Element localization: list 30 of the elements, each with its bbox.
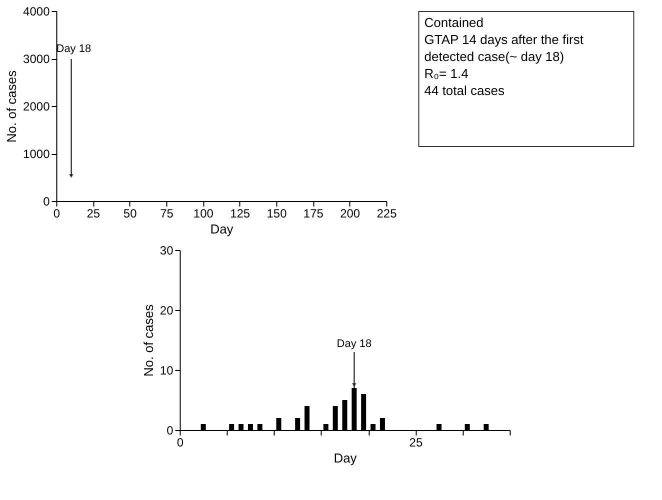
text: Contained <box>424 15 484 30</box>
text: R₀= 1.4 <box>424 66 468 81</box>
text: GTAP 14 days after the first detected case(~ day 18) <box>424 32 584 64</box>
x-tick-label: 225 <box>376 206 398 220</box>
x-tick-label: 200 <box>340 206 360 220</box>
y-tick-label: 2000 <box>23 100 50 114</box>
y-tick-label: 1000 <box>23 147 50 161</box>
y-tick-label: 0 <box>43 194 50 208</box>
x-axis-title: Day <box>210 222 234 236</box>
x-tick-label: 75 <box>160 206 174 220</box>
annotation: Day 18 <box>56 43 92 55</box>
x-axis-title: Day <box>334 450 358 466</box>
x-tick-label: 25 <box>409 436 423 450</box>
x-tick-label: 150 <box>266 206 288 220</box>
x-tick-label: 0 <box>53 206 60 220</box>
y-tick-label: 10 <box>160 364 174 378</box>
x-tick-label: 100 <box>193 206 214 220</box>
annotation: Day 18 <box>336 338 372 350</box>
x-tick-label: 50 <box>123 206 138 220</box>
x-tick-label: 25 <box>86 206 100 220</box>
y-axis-title: No. of cases <box>4 70 20 143</box>
y-axis-title: No. of cases <box>140 304 156 377</box>
y-tick-label: 3000 <box>23 52 50 66</box>
y-tick-label: 0 <box>166 424 174 438</box>
y-tick-label: 30 <box>160 244 174 258</box>
x-tick-label: 125 <box>230 206 250 220</box>
y-tick-label: 20 <box>160 304 174 318</box>
text: 44 total cases <box>424 83 505 98</box>
x-tick-label: 175 <box>303 206 324 220</box>
y-tick-label: 4000 <box>23 4 50 18</box>
